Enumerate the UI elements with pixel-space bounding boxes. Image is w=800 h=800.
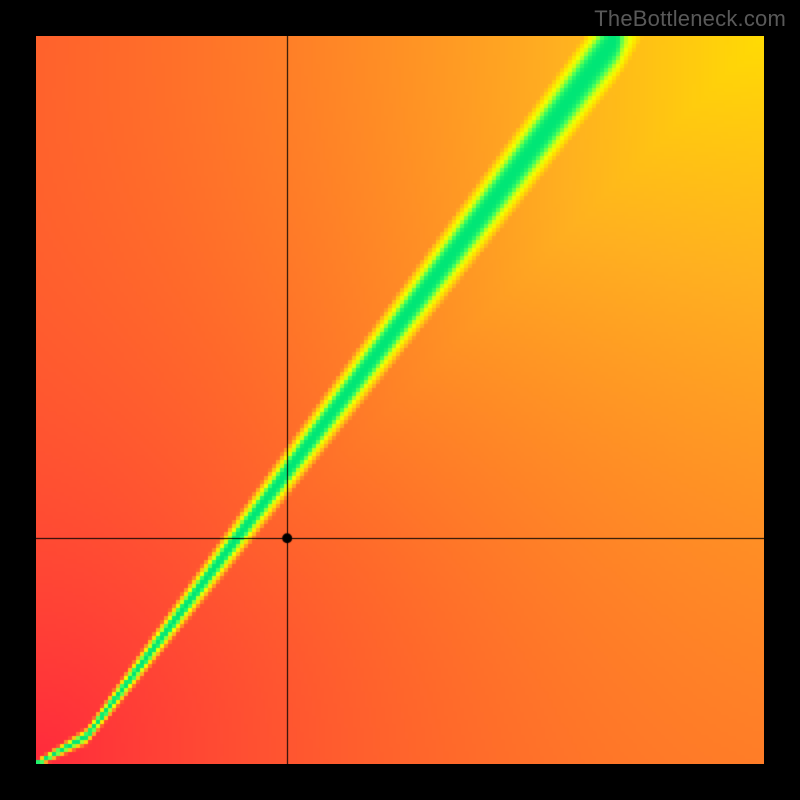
heatmap-canvas: [36, 36, 764, 764]
watermark-label: TheBottleneck.com: [594, 6, 786, 32]
chart-container: TheBottleneck.com: [0, 0, 800, 800]
